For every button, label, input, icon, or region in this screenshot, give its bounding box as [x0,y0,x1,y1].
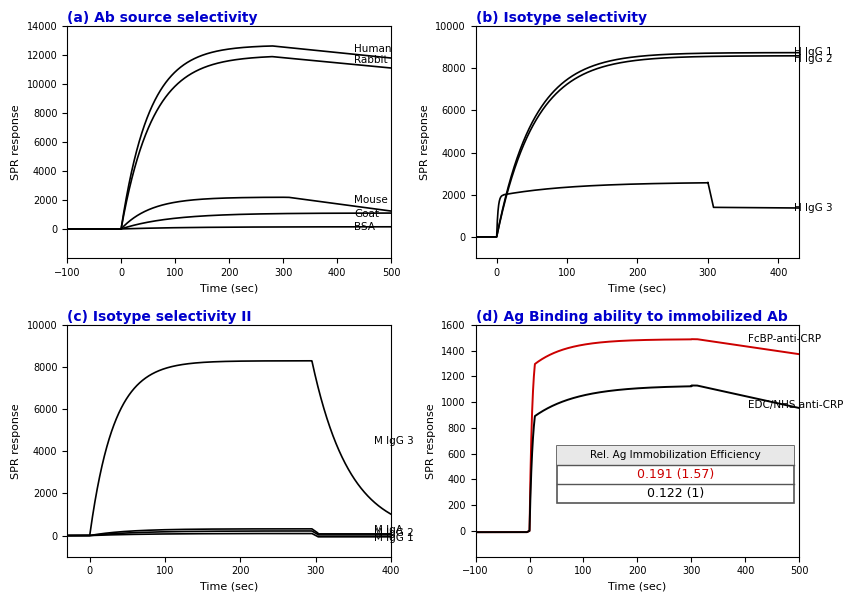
Bar [557,446,794,502]
Text: H IgG 1: H IgG 1 [794,46,832,57]
Text: (c) Isotype selectivity II: (c) Isotype selectivity II [67,310,251,324]
Text: EDC/NHS anti-CRP: EDC/NHS anti-CRP [748,400,843,410]
Y-axis label: SPR response: SPR response [426,403,436,479]
Text: Rabbit: Rabbit [354,55,388,65]
Text: 0.122 (1): 0.122 (1) [647,487,704,500]
X-axis label: Time (sec): Time (sec) [200,582,258,592]
Text: (d) Ag Binding ability to immobilized Ab: (d) Ag Binding ability to immobilized Ab [475,310,788,324]
Text: Mouse: Mouse [354,195,388,205]
Text: (b) Isotype selectivity: (b) Isotype selectivity [475,11,647,25]
Text: FcBP-anti-CRP: FcBP-anti-CRP [748,334,821,344]
Y-axis label: SPR response: SPR response [420,104,430,180]
Text: M IgG 1: M IgG 1 [373,532,414,543]
Text: H IgG 3: H IgG 3 [794,203,832,213]
Text: M IgA: M IgA [373,525,402,535]
Text: M IgG 3: M IgG 3 [373,436,414,446]
X-axis label: Time (sec): Time (sec) [608,283,667,293]
Text: 0.191 (1.57): 0.191 (1.57) [637,468,714,481]
Text: H IgG 2: H IgG 2 [794,54,832,64]
Text: Goat: Goat [354,209,379,219]
Text: Human: Human [354,45,392,54]
Y-axis label: SPR response: SPR response [11,403,21,479]
Text: (a) Ab source selectivity: (a) Ab source selectivity [67,11,257,25]
X-axis label: Time (sec): Time (sec) [200,283,258,293]
X-axis label: Time (sec): Time (sec) [608,582,667,592]
Y-axis label: SPR response: SPR response [11,104,21,180]
Text: BSA: BSA [354,222,375,232]
Bar [557,446,794,465]
Text: M IgG 2: M IgG 2 [373,528,414,538]
Text: Rel. Ag Immobilization Efficiency: Rel. Ag Immobilization Efficiency [589,450,760,460]
